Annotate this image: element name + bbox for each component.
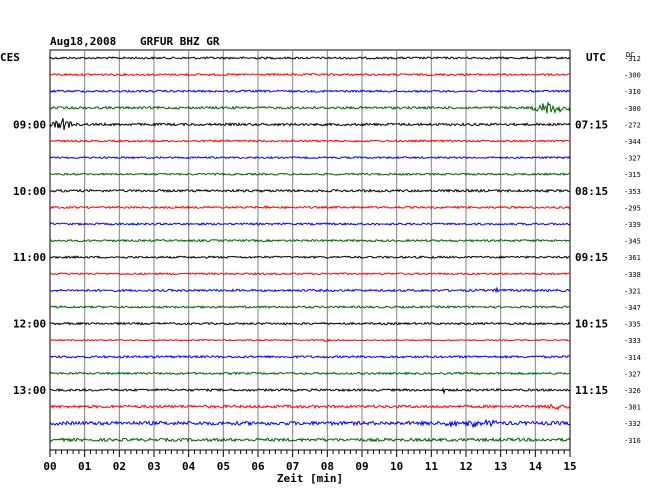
dc-offset-label: -295 (624, 204, 641, 212)
x-tick-label: 15 (563, 460, 576, 473)
seismic-trace (49, 304, 571, 310)
dc-offset-label: -310 (624, 88, 641, 96)
x-tick-label: 14 (529, 460, 543, 473)
dc-offset-label: -327 (624, 155, 641, 163)
traces (49, 56, 571, 443)
dc-offset-label: -332 (624, 420, 641, 428)
seismic-trace (49, 418, 571, 429)
dc-offset-label: -321 (624, 287, 641, 295)
x-tick-label: 05 (217, 460, 230, 473)
right-hour-label: 10:15 (575, 318, 608, 331)
left-hour-label: 11:00 (13, 251, 46, 264)
x-tick-label: 02 (113, 460, 126, 473)
right-hour-label: 09:15 (575, 251, 608, 264)
seismic-trace (49, 188, 571, 194)
dc-offset-label: -272 (624, 121, 641, 129)
dc-offset-label: -300 (624, 105, 641, 113)
seismic-trace (49, 338, 571, 343)
dc-offset-label: -339 (624, 221, 641, 229)
seismic-trace (49, 139, 571, 143)
left-hour-label: 13:00 (13, 384, 46, 397)
seismic-trace (49, 437, 571, 443)
dc-offset-label: -316 (624, 437, 641, 445)
dc-offset-label: -361 (624, 254, 641, 262)
header-date: Aug18,2008 (50, 35, 116, 48)
seismic-trace (49, 72, 571, 77)
seismic-trace (49, 89, 571, 94)
dc-label: DC (626, 51, 634, 59)
dc-offset-label: -312 (624, 55, 641, 63)
seismic-trace (49, 286, 571, 294)
left-timezone-label: CES (0, 51, 20, 64)
dc-offset-label: -344 (624, 138, 641, 146)
grid (49, 49, 571, 457)
dc-offset-label: -353 (624, 188, 641, 196)
x-tick-label: 11 (425, 460, 439, 473)
right-timezone-label: UTC (586, 51, 606, 64)
seismic-trace (49, 371, 570, 376)
x-tick-label: 09 (355, 460, 368, 473)
left-hour-label: 12:00 (13, 318, 46, 331)
x-tick-label: 07 (286, 460, 299, 473)
right-hour-label: 07:15 (575, 118, 608, 131)
x-tick-label: 04 (182, 460, 196, 473)
seismic-trace (49, 222, 571, 226)
x-tick-label: 01 (78, 460, 92, 473)
seismic-trace (49, 321, 571, 326)
x-tick-label: 03 (147, 460, 160, 473)
seismic-trace (49, 354, 571, 359)
seismic-trace (49, 205, 571, 210)
dc-offset-label: -314 (624, 354, 641, 362)
seismic-trace (49, 271, 571, 276)
x-tick-label: 00 (43, 460, 56, 473)
seismic-trace (49, 56, 571, 60)
dc-offset-label: -327 (624, 370, 641, 378)
x-tick-label: 10 (390, 460, 403, 473)
seismic-trace (49, 403, 571, 411)
x-tick-label: 08 (321, 460, 334, 473)
right-hour-label: 08:15 (575, 185, 608, 198)
x-tick-label: 06 (251, 460, 265, 473)
seismic-trace (49, 118, 571, 131)
labels: Aug18,2008 GRFUR BHZ GR CES UTC DC Zeit … (0, 35, 641, 485)
dc-offset-label: -333 (624, 337, 641, 345)
x-tick-label: 12 (459, 460, 472, 473)
seismic-trace (49, 102, 571, 115)
left-hour-label: 09:00 (13, 118, 46, 131)
x-axis-label: Zeit [min] (277, 472, 343, 485)
dc-offset-label: -326 (624, 387, 641, 395)
seismic-trace (49, 155, 571, 160)
x-tick-label: 13 (494, 460, 507, 473)
left-hour-label: 10:00 (13, 185, 46, 198)
seismic-trace (49, 255, 571, 260)
header-station: GRFUR BHZ GR (140, 35, 220, 48)
dc-offset-label: -315 (624, 171, 641, 179)
dc-offset-label: -347 (624, 304, 641, 312)
dc-offset-label: -345 (624, 238, 641, 246)
seismic-trace (49, 172, 571, 176)
dc-offset-label: -300 (624, 72, 641, 80)
dc-offset-label: -301 (624, 404, 641, 412)
seismic-trace (49, 238, 571, 243)
right-hour-label: 11:15 (575, 384, 608, 397)
dc-offset-label: -338 (624, 271, 641, 279)
dc-offset-label: -335 (624, 321, 641, 329)
seismic-trace (49, 387, 571, 395)
